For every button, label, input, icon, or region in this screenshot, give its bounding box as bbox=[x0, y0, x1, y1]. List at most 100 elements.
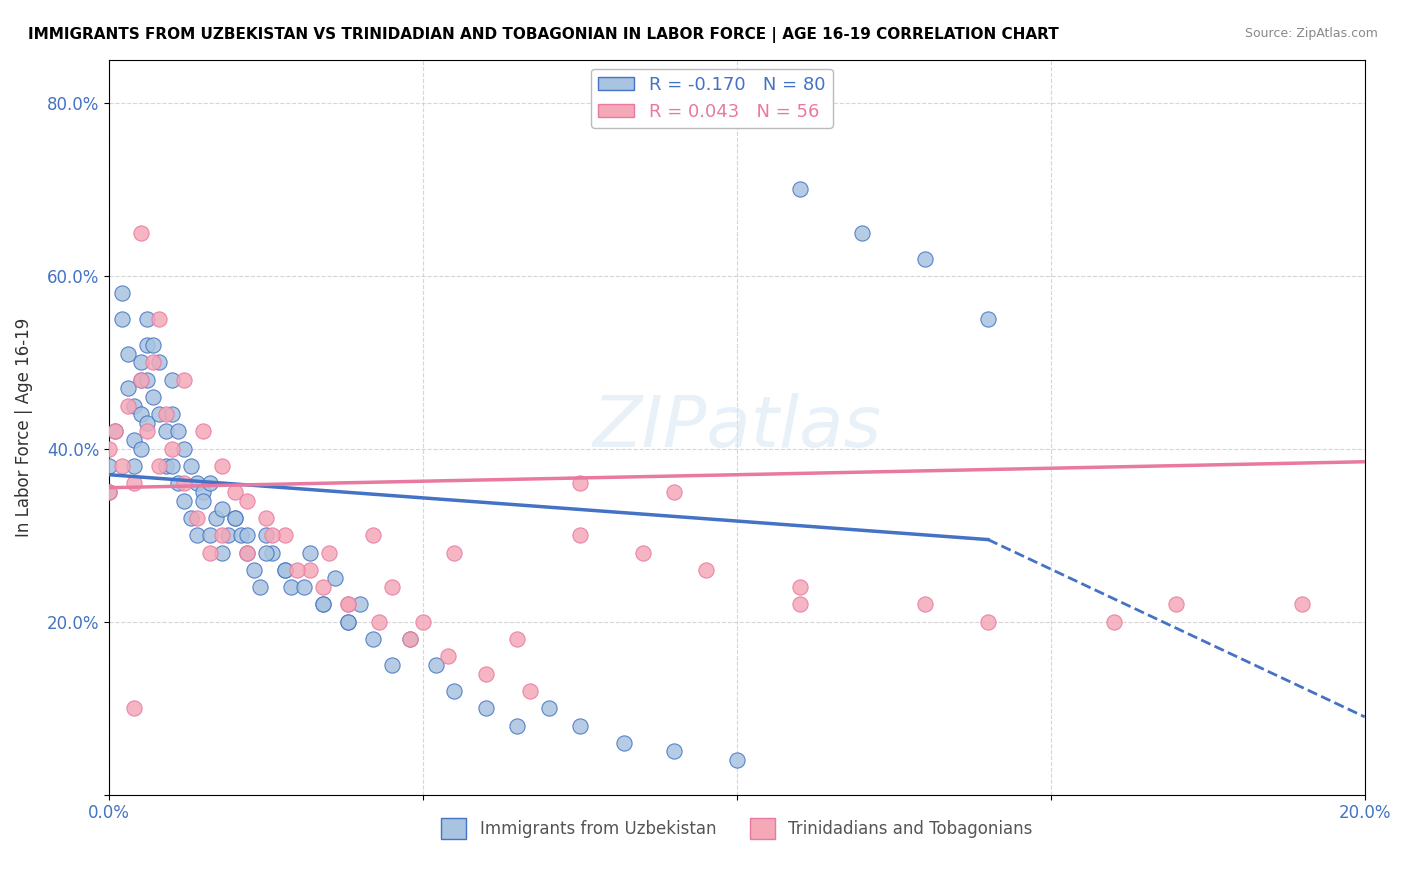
Point bbox=[336, 615, 359, 629]
Point bbox=[111, 459, 134, 474]
Point bbox=[381, 580, 404, 594]
Point bbox=[323, 572, 346, 586]
Point bbox=[443, 684, 465, 698]
Point bbox=[368, 615, 391, 629]
Point bbox=[198, 476, 221, 491]
Point bbox=[506, 718, 529, 732]
Point bbox=[135, 373, 157, 387]
Point bbox=[193, 493, 215, 508]
Point bbox=[298, 545, 321, 559]
Point bbox=[224, 485, 246, 500]
Point bbox=[160, 407, 183, 421]
Point bbox=[148, 355, 170, 369]
Point bbox=[211, 528, 233, 542]
Point bbox=[193, 425, 215, 439]
Point bbox=[205, 511, 228, 525]
Point bbox=[318, 545, 340, 559]
Point bbox=[173, 373, 195, 387]
Point bbox=[236, 545, 259, 559]
Point bbox=[148, 312, 170, 326]
Point bbox=[155, 407, 177, 421]
Point bbox=[129, 407, 152, 421]
Legend: Immigrants from Uzbekistan, Trinidadians and Tobagonians: Immigrants from Uzbekistan, Trinidadians… bbox=[434, 812, 1039, 846]
Point bbox=[274, 528, 297, 542]
Point bbox=[122, 476, 145, 491]
Point bbox=[399, 632, 422, 646]
Point bbox=[198, 528, 221, 542]
Point bbox=[111, 312, 134, 326]
Point bbox=[148, 459, 170, 474]
Point bbox=[236, 545, 259, 559]
Point bbox=[1102, 615, 1125, 629]
Point bbox=[1291, 598, 1313, 612]
Point bbox=[349, 598, 371, 612]
Point bbox=[155, 459, 177, 474]
Point bbox=[381, 657, 404, 672]
Point bbox=[399, 632, 422, 646]
Point bbox=[262, 545, 284, 559]
Point bbox=[129, 373, 152, 387]
Point bbox=[104, 425, 127, 439]
Point bbox=[211, 545, 233, 559]
Point bbox=[361, 632, 384, 646]
Point bbox=[242, 563, 264, 577]
Point bbox=[1166, 598, 1188, 612]
Point bbox=[224, 511, 246, 525]
Point bbox=[725, 753, 748, 767]
Point bbox=[229, 528, 252, 542]
Point bbox=[475, 666, 498, 681]
Point bbox=[173, 442, 195, 456]
Point bbox=[148, 407, 170, 421]
Point bbox=[129, 226, 152, 240]
Point bbox=[537, 701, 560, 715]
Point bbox=[98, 485, 121, 500]
Point bbox=[475, 701, 498, 715]
Point bbox=[122, 701, 145, 715]
Point bbox=[186, 528, 208, 542]
Point bbox=[142, 390, 165, 404]
Point bbox=[129, 355, 152, 369]
Point bbox=[412, 615, 434, 629]
Point bbox=[160, 442, 183, 456]
Point bbox=[280, 580, 302, 594]
Point bbox=[155, 425, 177, 439]
Point bbox=[274, 563, 297, 577]
Point bbox=[914, 598, 936, 612]
Point bbox=[193, 485, 215, 500]
Point bbox=[122, 459, 145, 474]
Point bbox=[173, 493, 195, 508]
Point bbox=[437, 649, 460, 664]
Point bbox=[274, 563, 297, 577]
Point bbox=[789, 182, 811, 196]
Point bbox=[236, 493, 259, 508]
Point bbox=[98, 442, 121, 456]
Point bbox=[569, 476, 592, 491]
Point bbox=[311, 580, 333, 594]
Point bbox=[129, 442, 152, 456]
Point bbox=[506, 632, 529, 646]
Point bbox=[262, 528, 284, 542]
Point bbox=[311, 598, 333, 612]
Point bbox=[662, 744, 685, 758]
Point bbox=[122, 399, 145, 413]
Point bbox=[789, 580, 811, 594]
Point bbox=[117, 346, 139, 360]
Point bbox=[160, 373, 183, 387]
Point bbox=[569, 718, 592, 732]
Point bbox=[631, 545, 654, 559]
Point bbox=[311, 598, 333, 612]
Point bbox=[135, 416, 157, 430]
Point bbox=[167, 425, 190, 439]
Point bbox=[914, 252, 936, 266]
Point bbox=[160, 459, 183, 474]
Point bbox=[298, 563, 321, 577]
Point bbox=[211, 459, 233, 474]
Point bbox=[236, 528, 259, 542]
Point bbox=[425, 657, 447, 672]
Point bbox=[443, 545, 465, 559]
Point bbox=[198, 545, 221, 559]
Point bbox=[977, 312, 1000, 326]
Point bbox=[122, 433, 145, 447]
Point bbox=[186, 511, 208, 525]
Point bbox=[569, 528, 592, 542]
